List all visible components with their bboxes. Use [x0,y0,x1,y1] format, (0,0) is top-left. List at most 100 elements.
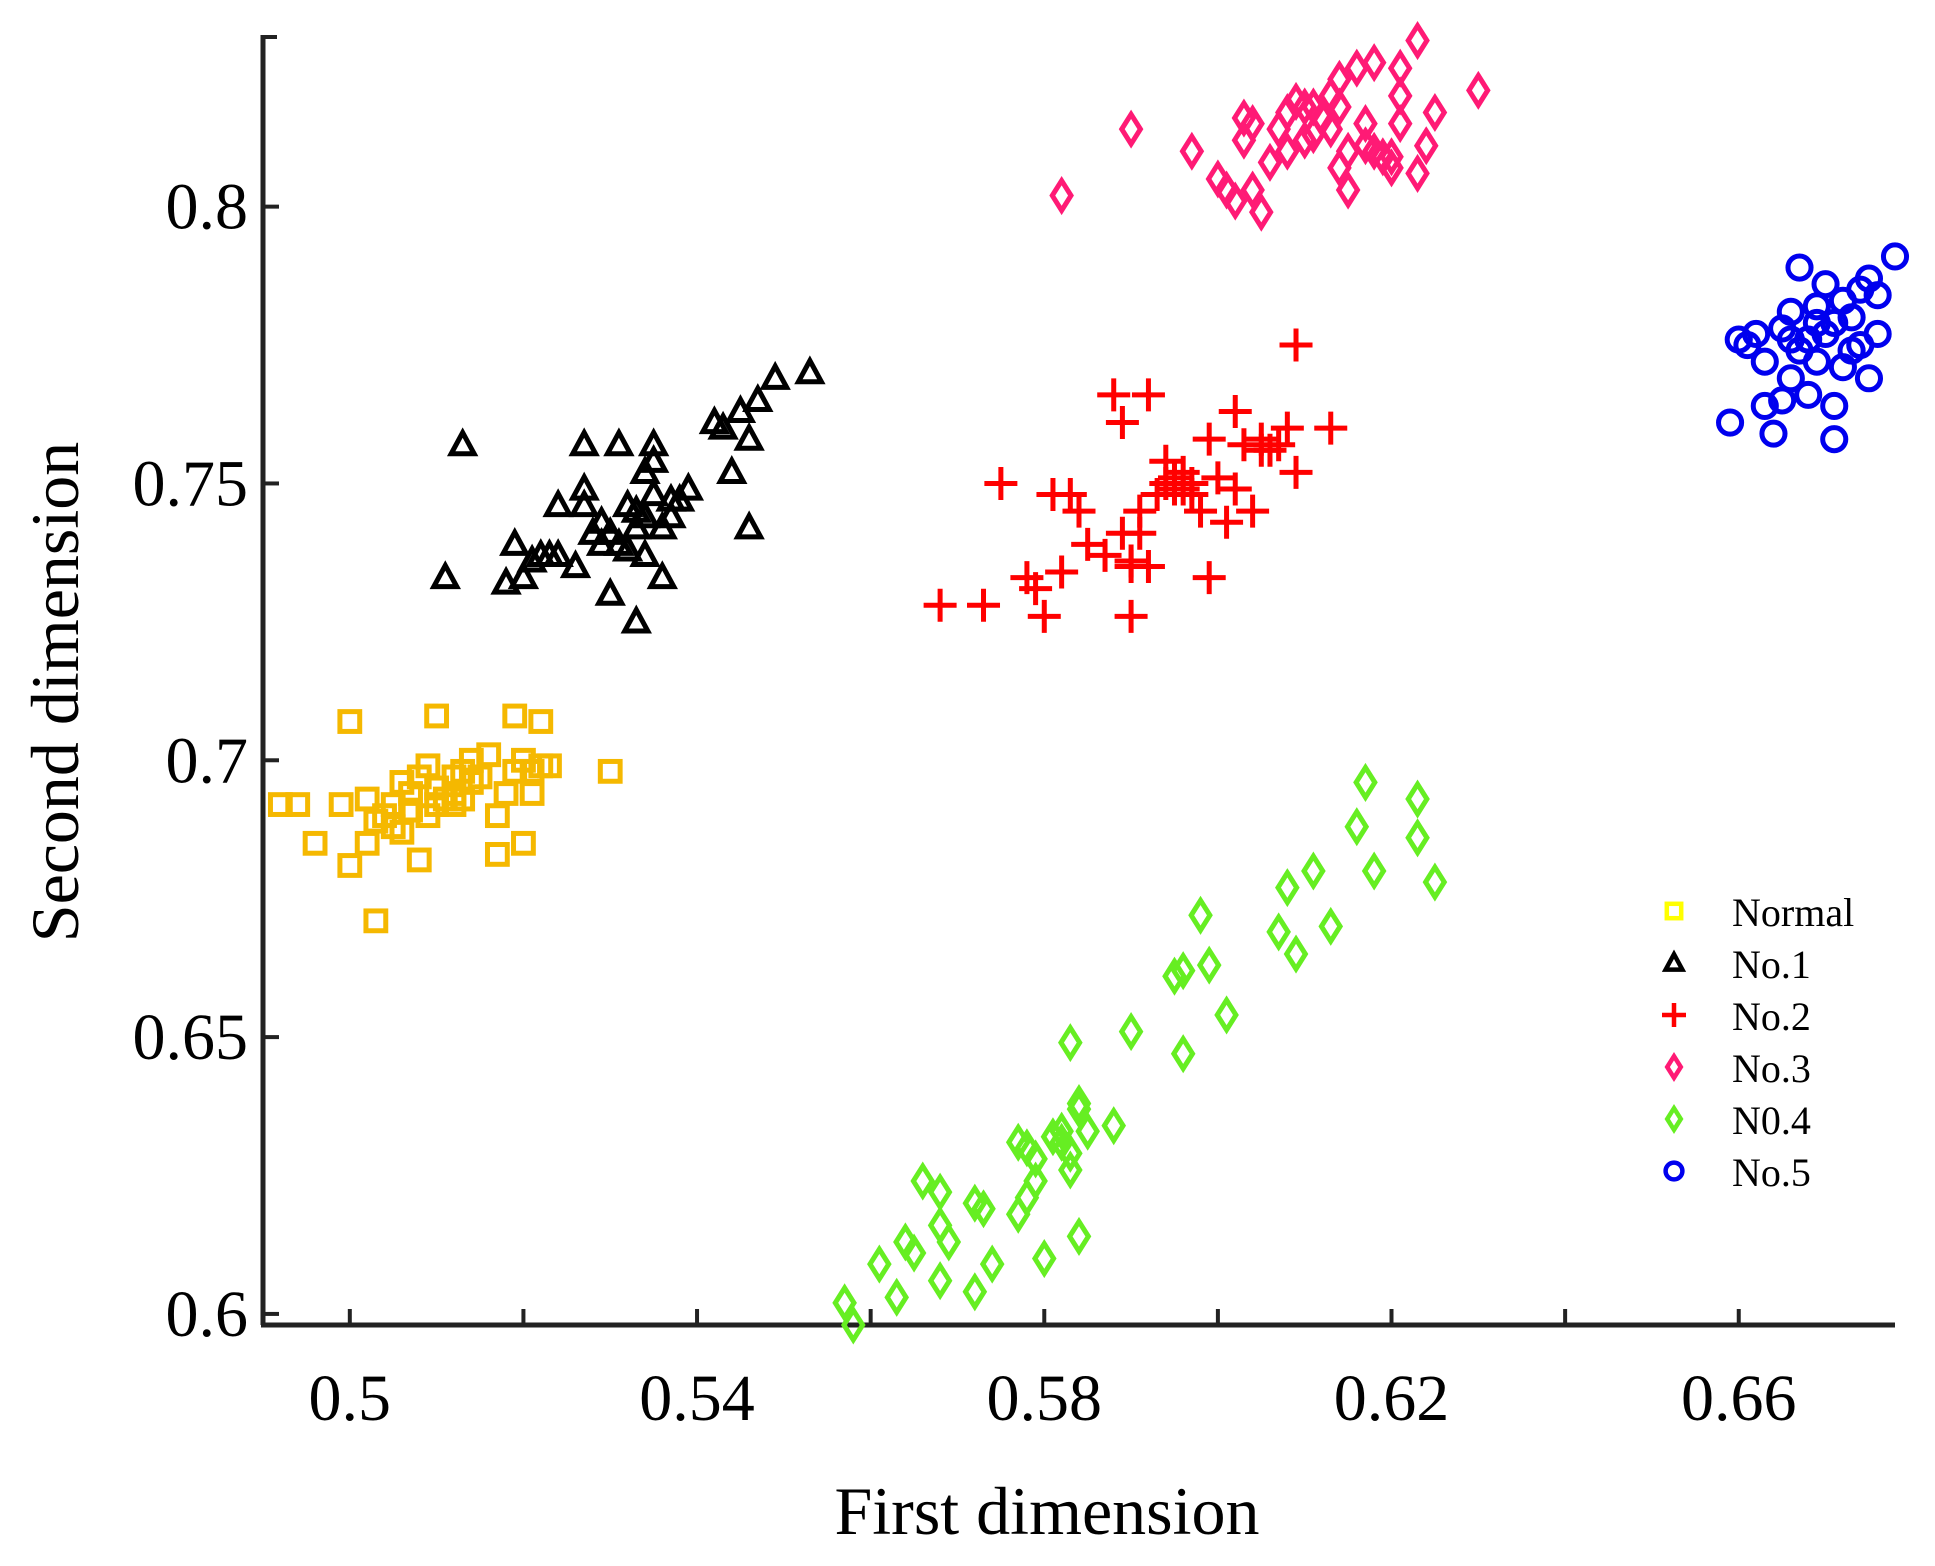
data-point [1344,807,1370,847]
axes [260,35,1895,1328]
data-point [840,1305,866,1345]
y-tick-label: 0.8 [166,171,249,244]
data-point [1071,527,1105,561]
data-point [1422,862,1448,902]
data-point [507,560,540,590]
data-point [1240,170,1265,210]
data-point [1062,494,1096,528]
data-point [733,421,765,451]
data-point [1776,364,1805,393]
data-point [901,1233,927,1273]
data-point [1248,192,1274,232]
data-point [1301,87,1326,127]
data-point [1170,1034,1196,1074]
data-point [1023,1161,1048,1201]
data-point [484,803,510,829]
data-point [1210,505,1244,539]
data-point [637,443,670,473]
series-no-5 [1716,242,1910,454]
data-point [1466,70,1491,110]
y-axis-label: Second dimension [17,442,93,943]
data-point [1750,347,1779,376]
data-point [1066,1216,1092,1256]
data-point [1123,494,1157,528]
data-point [1802,308,1831,337]
data-point [611,532,644,562]
data-point [1353,104,1378,144]
data-point [1405,779,1430,819]
data-point [1266,912,1291,952]
data-point [1405,20,1430,61]
data-point [1149,444,1183,478]
data-point [1405,153,1430,193]
ticks: 0.5 0.54 0.58 0.62 0.66 0.6 0.65 0.7 0.75 0.8 [133,35,1797,1435]
data-point [302,830,328,856]
data-point [1097,378,1131,412]
data-point [511,830,536,856]
data-point [1201,461,1235,495]
data-point [1045,555,1079,589]
data-point [1387,48,1413,88]
data-point [1361,43,1387,83]
data-point [1192,422,1226,456]
data-point [354,830,380,856]
data-point [1292,120,1318,160]
data-point [1218,472,1252,506]
data-point [493,781,519,806]
series-normal [267,703,623,934]
data-point [1742,319,1771,349]
data-point [1811,270,1840,299]
data-point [1802,347,1831,376]
data-point [1066,1083,1092,1124]
data-point [733,510,765,540]
data-point [629,499,661,529]
data-point [1214,995,1239,1035]
data-point [1820,425,1849,454]
series-no-1 [429,355,826,634]
data-point [1353,762,1378,802]
data-point [484,841,510,867]
data-point [1058,1023,1083,1063]
data-point [1131,550,1165,584]
data-point [1716,408,1745,437]
series-n0-4 [832,762,1448,1345]
data-point [446,427,479,457]
data-point [1188,895,1213,935]
legend-marker [1664,1051,1684,1083]
data-point [1118,109,1144,149]
data-point [979,1244,1005,1284]
legend-label: No.5 [1732,1150,1811,1195]
data-point [603,427,635,457]
data-point [1192,561,1226,595]
data-point [1405,818,1430,858]
data-point [1049,1111,1074,1151]
data-point [1131,378,1165,412]
data-point [1379,137,1404,177]
y-tick-label: 0.7 [166,724,249,797]
x-tick-label: 0.58 [987,1362,1103,1435]
x-tick-label: 0.66 [1681,1362,1797,1435]
data-point [672,471,705,501]
data-point [1275,131,1300,171]
legend-marker [1662,1003,1686,1027]
data-point [1422,92,1448,133]
data-point [537,753,562,779]
data-point [1240,104,1265,144]
data-point [337,709,363,734]
x-axis-label: First dimension [834,1473,1259,1549]
data-point [490,565,522,595]
data-point [629,538,661,568]
data-point [794,355,826,385]
data-point [967,588,1001,622]
data-point [1218,394,1252,428]
data-point [884,1277,910,1317]
data-point [620,604,652,634]
data-point [1776,297,1805,326]
series-no-2 [923,328,1348,633]
x-tick-label: 0.54 [639,1362,755,1435]
data-point [1231,120,1257,160]
data-point [1222,181,1248,221]
data-point [406,847,432,873]
legend-marker [1664,901,1684,921]
data-point [1794,380,1823,409]
